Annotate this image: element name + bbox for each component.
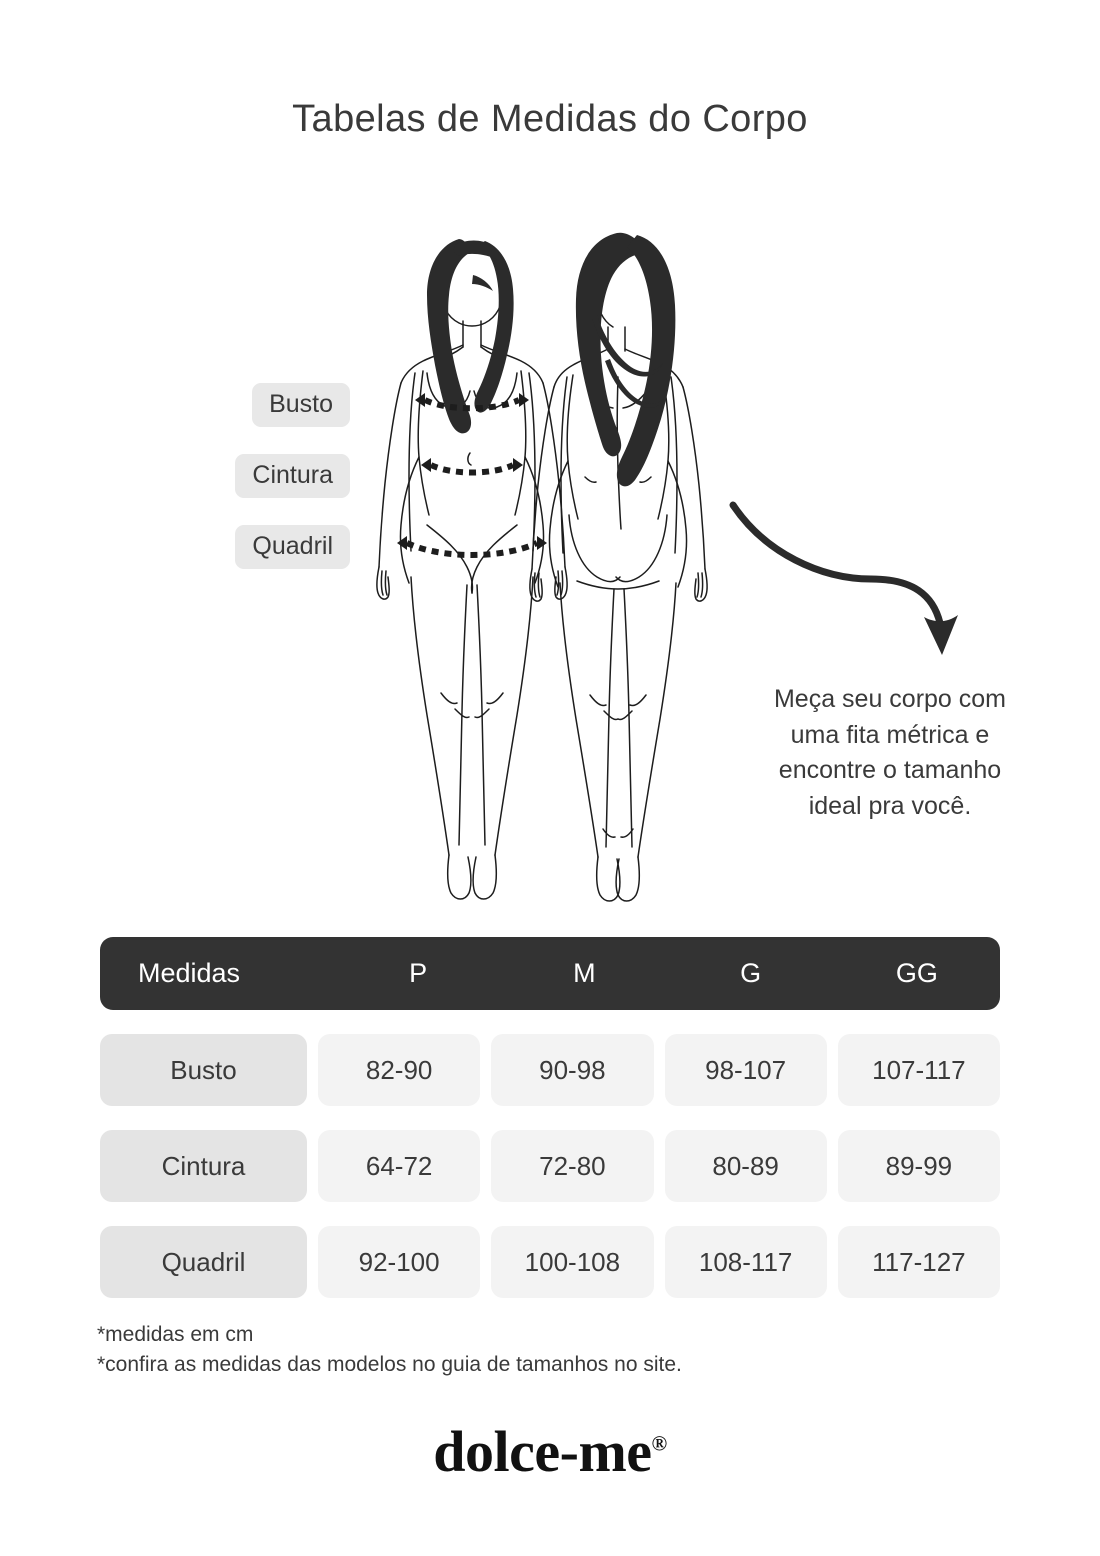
cell-cintura-g: 80-89 <box>664 1130 827 1202</box>
cell-cintura-m: 72-80 <box>491 1130 654 1202</box>
side-label-busto: Busto <box>252 383 350 427</box>
body-illustration <box>355 195 765 905</box>
registered-trademark-icon: ® <box>651 1431 668 1456</box>
bust-measurement-line <box>423 397 521 412</box>
cell-quadril-m: 100-108 <box>491 1226 654 1298</box>
table-header-measures: Medidas <box>138 958 241 988</box>
cell-cintura-p: 64-72 <box>318 1130 481 1202</box>
cell-quadril-p: 92-100 <box>318 1226 481 1298</box>
waist-measurement-line <box>429 462 515 476</box>
side-label-quadril: Quadril <box>235 525 350 569</box>
brand-logo: dolce-me® <box>0 1418 1100 1485</box>
cell-busto-p: 82-90 <box>318 1034 481 1106</box>
back-hair <box>575 232 676 487</box>
front-body-figure <box>376 241 568 900</box>
table-header-size-m: M <box>573 958 596 988</box>
row-label-busto: Busto <box>100 1034 307 1106</box>
table-header-size-p: P <box>409 958 428 988</box>
page-title: Tabelas de Medidas do Corpo <box>292 98 808 140</box>
instruction-line-3: encontre o tamanho <box>778 756 1002 784</box>
cell-busto-g: 98-107 <box>664 1034 827 1106</box>
table-header-size-gg: GG <box>895 958 938 988</box>
row-label-quadril: Quadril <box>100 1226 307 1298</box>
cell-quadril-gg: 117-127 <box>837 1226 1000 1298</box>
cell-quadril-g: 108-117 <box>664 1226 827 1298</box>
footnotes: *medidas em cm *confira as medidas das m… <box>97 1320 682 1381</box>
curved-arrow-icon <box>725 495 1025 670</box>
back-body-figure <box>529 248 708 902</box>
cell-cintura-gg: 89-99 <box>837 1130 1000 1202</box>
instruction-line-2: uma fita métrica e <box>790 720 990 749</box>
cell-busto-m: 90-98 <box>491 1034 654 1106</box>
brand-name: dolce-me <box>433 1419 652 1484</box>
footnote-models-guide: *confira as medidas das modelos no guia … <box>97 1353 682 1377</box>
side-measurement-labels: Busto Cintura Quadril <box>150 383 350 569</box>
size-table: Medidas P M G GG Busto 82-90 90-98 98-10… <box>100 937 1000 1298</box>
side-label-cintura: Cintura <box>235 454 350 498</box>
instruction-line-4: ideal pra você. <box>808 791 972 820</box>
table-row: Quadril 92-100 100-108 108-117 117-127 <box>100 1226 1000 1298</box>
instruction-line-1: Meça seu corpo com <box>773 685 1007 713</box>
cell-busto-gg: 107-117 <box>837 1034 1000 1106</box>
table-row: Cintura 64-72 72-80 80-89 89-99 <box>100 1130 1000 1202</box>
table-row: Busto 82-90 90-98 98-107 107-117 <box>100 1034 1000 1106</box>
row-label-cintura: Cintura <box>100 1130 307 1202</box>
front-hair <box>427 239 514 434</box>
table-header-row: Medidas P M G GG <box>100 937 1000 1010</box>
table-header-size-g: G <box>740 958 762 988</box>
instruction-text: Meça seu corpo com uma fita métrica e en… <box>745 682 1035 824</box>
footnote-units: *medidas em cm <box>97 1323 254 1346</box>
hip-measurement-line <box>405 540 539 558</box>
